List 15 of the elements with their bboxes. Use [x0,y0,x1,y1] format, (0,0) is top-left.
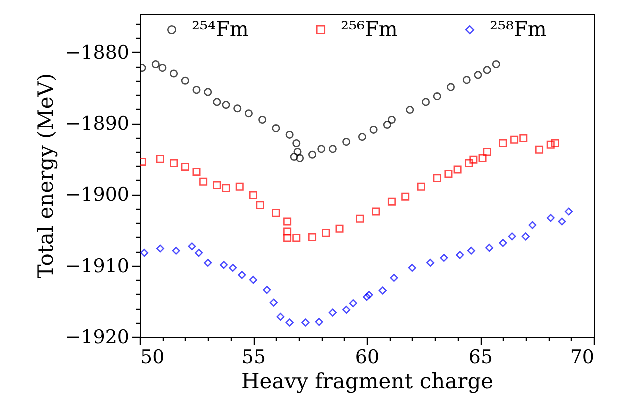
y-tick-label: −1880 [65,42,130,64]
y-tick-label: −1890 [65,113,130,136]
y-tick-label: −1900 [65,184,130,206]
x-axis-title: Heavy fragment charge [241,370,494,394]
y-axis-title: Total energy (MeV) [34,73,58,279]
x-tick-label: 50 [140,346,165,368]
legend-label: ²⁵⁴Fm [192,17,249,41]
y-tick-label: −1920 [65,326,130,348]
x-tick-label: 55 [242,346,266,368]
legend-label: ²⁵⁸Fm [490,17,547,41]
x-tick-label: 65 [468,346,494,368]
x-tick-label: 60 [355,346,380,368]
x-tick-label: 70 [570,346,594,368]
legend-label: ²⁵⁶Fm [341,17,398,41]
y-tick-label: −1910 [65,255,130,278]
